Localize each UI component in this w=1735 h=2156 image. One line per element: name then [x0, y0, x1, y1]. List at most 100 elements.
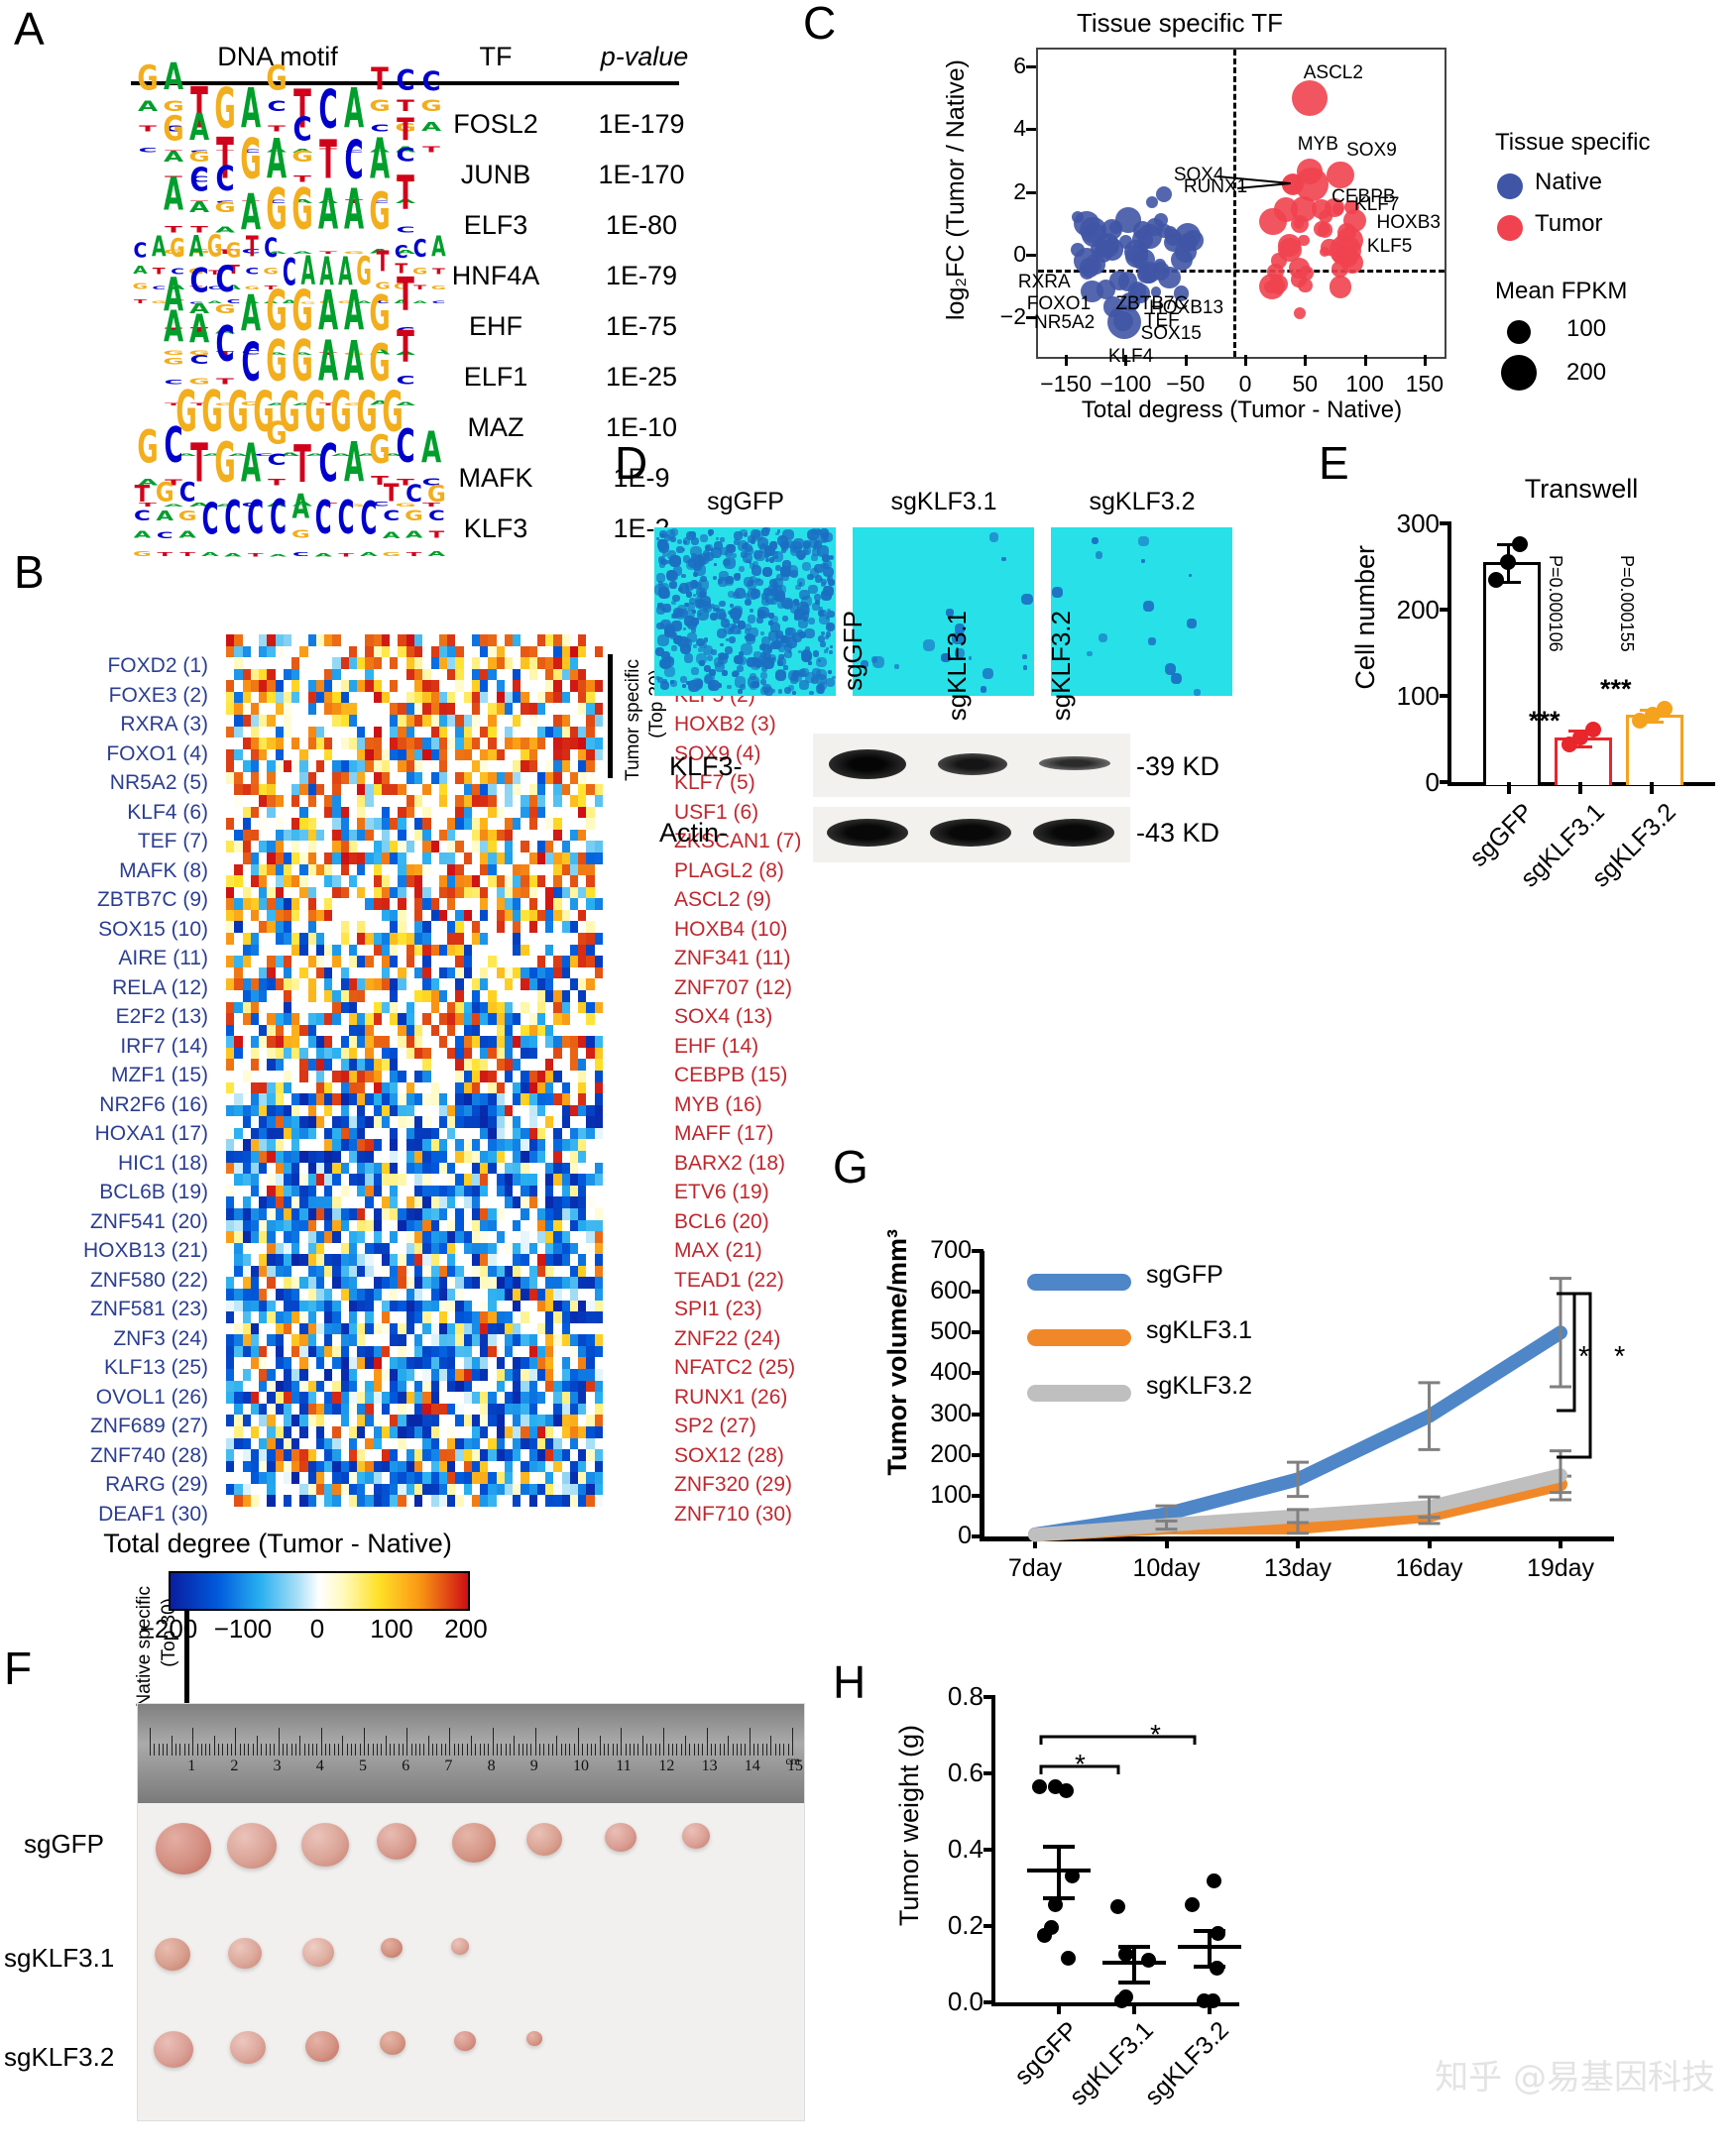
heatmap-cell [226, 1495, 234, 1507]
heatmap-cell [374, 1243, 382, 1255]
heatmap-cell [472, 1196, 480, 1208]
transwell-cell [722, 670, 728, 676]
heatmap-cell [578, 784, 586, 796]
heatmap-cell [505, 898, 513, 910]
heatmap-cell [382, 1151, 390, 1163]
heatmap-cell [234, 887, 242, 899]
heatmap-cell [324, 1231, 332, 1243]
ruler-tick [436, 1744, 437, 1756]
heatmap-cell [422, 669, 430, 681]
motif-base: G [369, 194, 390, 234]
heatmap-cell [570, 945, 578, 957]
heatmap-cell [316, 1093, 324, 1105]
heatmap-cell [308, 864, 316, 876]
heatmap-cell [545, 1484, 553, 1496]
heatmap-cell [545, 669, 553, 681]
motif-base: C [292, 553, 309, 557]
heatmap-cell [529, 1002, 537, 1014]
transwell-cell [1189, 574, 1192, 577]
heatmap-cell [439, 945, 447, 957]
heatmap-cell [406, 1002, 414, 1014]
heatmap-cell [422, 887, 430, 899]
heatmap-cell [382, 1289, 390, 1301]
heatmap-cell [243, 1449, 251, 1461]
heatmap-cell [382, 727, 390, 738]
heatmap-cell [341, 978, 349, 990]
heatmap-cell [537, 646, 545, 658]
heatmap-cell [374, 1449, 382, 1461]
heatmap-cell [439, 1357, 447, 1369]
heatmap-cell [505, 1002, 513, 1014]
panel-g-significance-brackets [1527, 1274, 1656, 1532]
heatmap-cell [284, 1208, 291, 1220]
heatmap-cell [316, 830, 324, 842]
heatmap-cell [349, 818, 357, 830]
heatmap-cell [414, 898, 422, 910]
heatmap-cell [529, 1059, 537, 1071]
heatmap-cell [284, 1484, 291, 1496]
heatmap-cell [267, 1289, 275, 1301]
heatmap-cell [455, 1048, 463, 1060]
transwell-cell [733, 606, 743, 616]
heatmap-cell [357, 1392, 365, 1404]
heatmap-cell [308, 738, 316, 749]
heatmap-cell [520, 1059, 528, 1071]
heatmap-cell [324, 634, 332, 646]
heatmap-cell [365, 1071, 373, 1082]
heatmap-cell [488, 772, 496, 784]
heatmap-cell [284, 1013, 291, 1025]
transwell-cell [743, 545, 746, 548]
heatmap-cell [299, 749, 307, 761]
heatmap-cell [570, 1002, 578, 1014]
heatmap-cell [365, 657, 373, 669]
heatmap-cell [570, 1369, 578, 1381]
heatmap-cell [520, 978, 528, 990]
heatmap-cell [545, 910, 553, 922]
heatmap-cell [308, 760, 316, 772]
heatmap-cell [595, 1495, 603, 1507]
heatmap-cell [226, 956, 234, 967]
heatmap-cell [570, 772, 578, 784]
heatmap-cell [431, 1277, 439, 1289]
heatmap-cell [586, 1484, 594, 1496]
heatmap-cell [480, 1196, 488, 1208]
heatmap-cell [455, 1301, 463, 1312]
heatmap-cell [406, 1139, 414, 1151]
heatmap-cell [234, 1036, 242, 1048]
heatmap-cell [447, 887, 455, 899]
heatmap-cell [284, 1426, 291, 1438]
heatmap-cell [480, 1357, 488, 1369]
heatmap-cell [562, 1139, 570, 1151]
transwell-cell [684, 638, 693, 647]
heatmap-cell [243, 1196, 251, 1208]
heatmap-cell [431, 715, 439, 727]
heatmap-cell [497, 1334, 505, 1346]
heatmap-cell [578, 715, 586, 727]
heatmap-cell [406, 841, 414, 852]
heatmap-cell [570, 795, 578, 807]
heatmap-cell [497, 634, 505, 646]
heatmap-cell [251, 910, 259, 922]
heatmap-cell [276, 1013, 284, 1025]
heatmap-cell [357, 680, 365, 692]
heatmap-cell [324, 967, 332, 979]
heatmap-cell [562, 1495, 570, 1507]
heatmap-cell [382, 692, 390, 704]
heatmap-cell [267, 887, 275, 899]
ruler-tick [561, 1744, 562, 1756]
heatmap-cell [480, 1472, 488, 1484]
heatmap-cell [316, 898, 324, 910]
heatmap-cell [251, 1461, 259, 1473]
heatmap-cell [284, 864, 291, 876]
heatmap-cell [586, 760, 594, 772]
transwell-cell [1141, 559, 1145, 563]
heatmap-cell [267, 1346, 275, 1358]
heatmap-cell [497, 1174, 505, 1186]
heatmap-cell [455, 1495, 463, 1507]
heatmap-cell [422, 1323, 430, 1335]
heatmap-cell [497, 1243, 505, 1255]
heatmap-cell [267, 1334, 275, 1346]
heatmap-cell [562, 1220, 570, 1232]
ruler-tick [209, 1744, 210, 1756]
heatmap-cell [553, 1266, 561, 1278]
